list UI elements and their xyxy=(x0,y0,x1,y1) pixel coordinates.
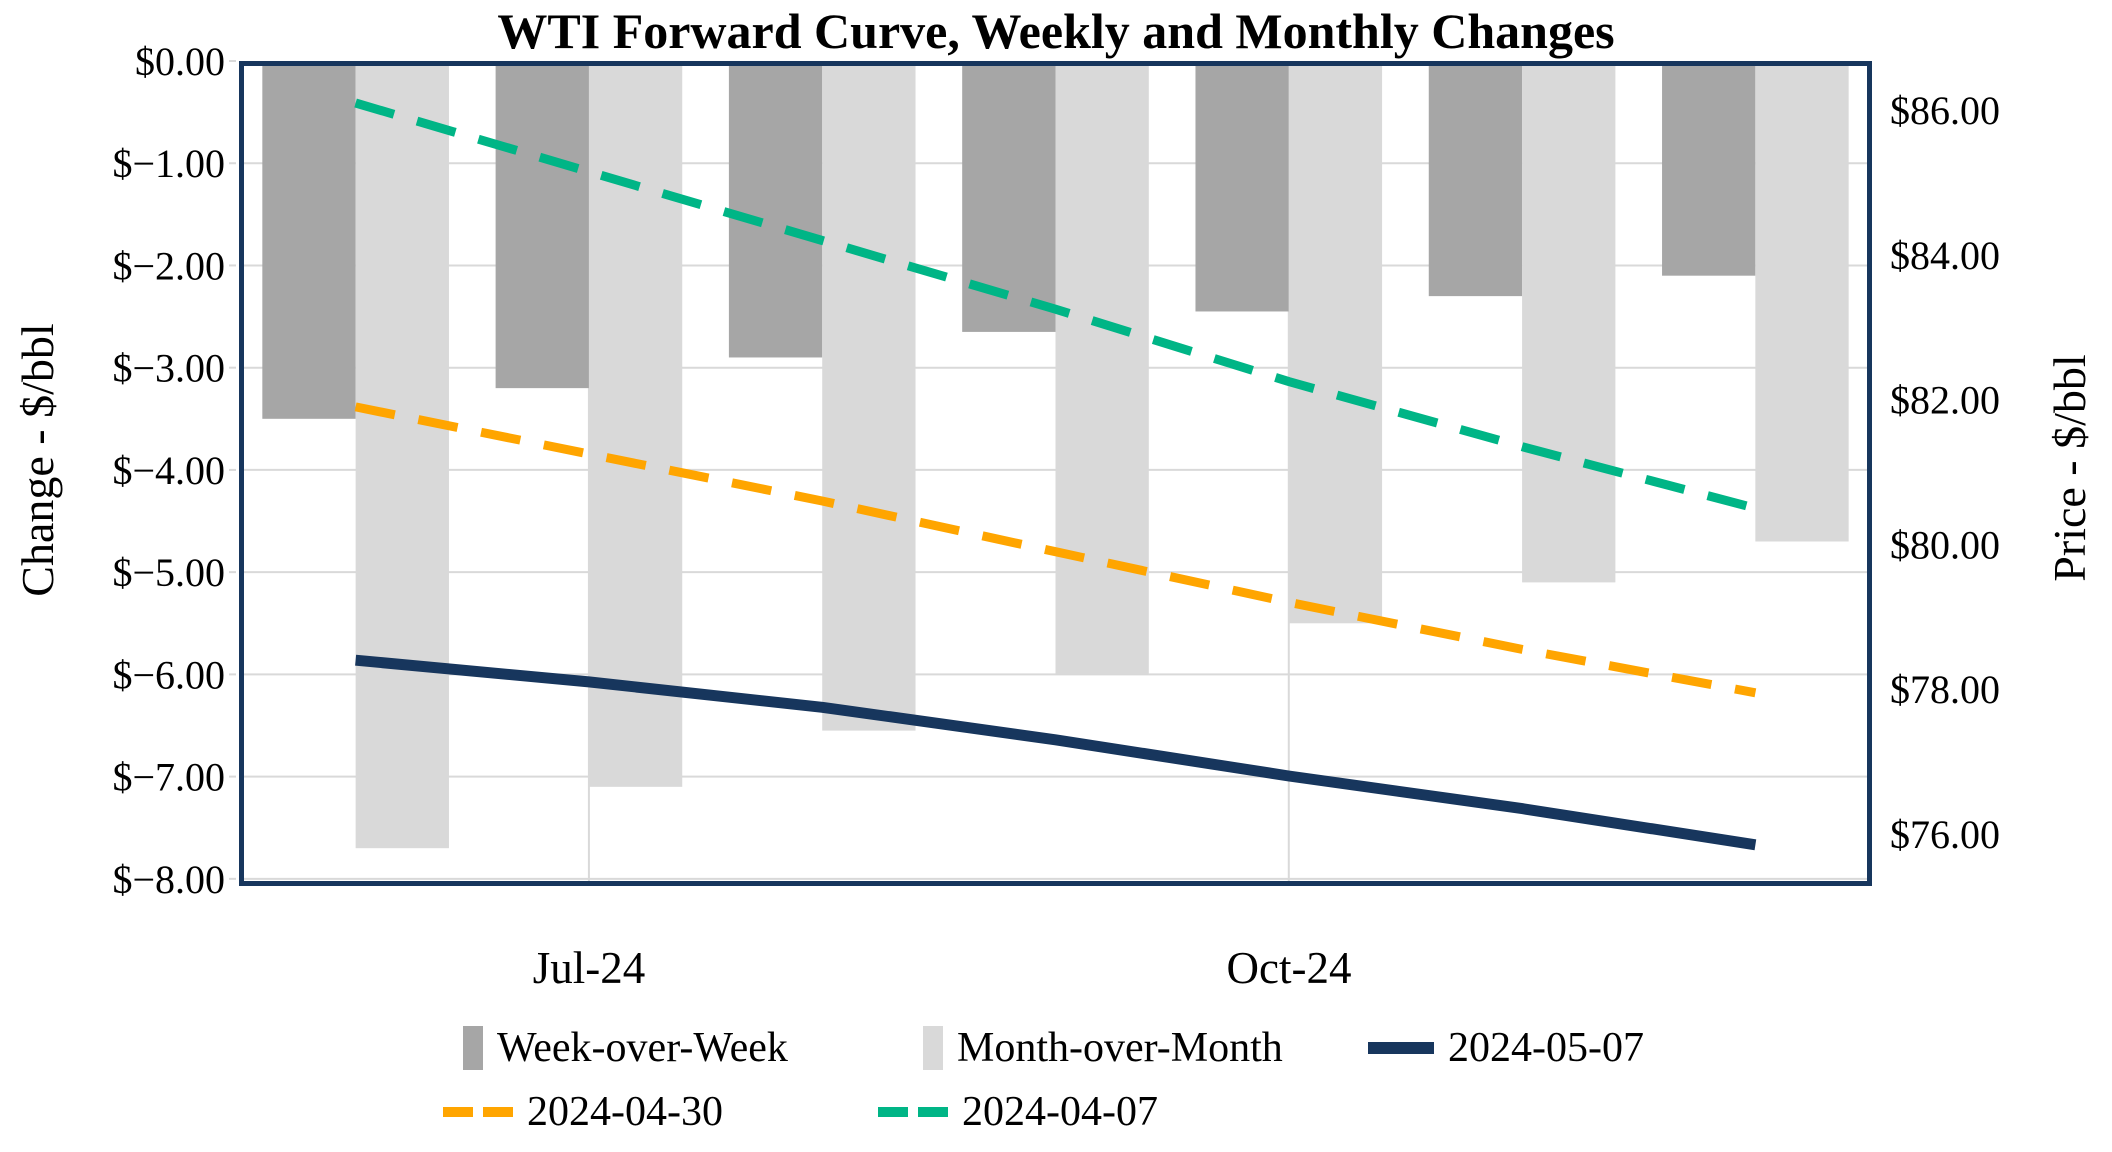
bar-month-over-month-oct-24 xyxy=(1288,61,1383,624)
bar-week-over-week-oct-24 xyxy=(1195,61,1289,312)
legend-item-month-over-month: Month-over-Month xyxy=(923,1022,1283,1074)
right-axis-tick-label: $84.00 xyxy=(1890,233,2000,278)
legend-label: 2024-04-07 xyxy=(962,1089,1158,1135)
left-axis-tick-label: $0.00 xyxy=(135,39,225,84)
left-axis-tick-label: $−2.00 xyxy=(112,243,225,288)
left-axis-tick-label: $−4.00 xyxy=(112,448,225,493)
left-axis-title: Change - $/bbl xyxy=(12,323,63,597)
bar-week-over-week-jun-24 xyxy=(262,61,356,419)
line-2024-04-30 xyxy=(354,402,1757,698)
bar-week-over-week-jul-24 xyxy=(495,61,589,389)
bar-week-over-week-dec-24 xyxy=(1662,61,1756,276)
right-axis-tick-label: $78.00 xyxy=(1890,667,2000,712)
legend-label: Week-over-Week xyxy=(497,1025,788,1071)
right-axis-title: Price - $/bbl xyxy=(2044,354,2095,582)
bar-month-over-month-aug-24 xyxy=(822,61,916,731)
right-axis-tick-label: $80.00 xyxy=(1890,522,2000,567)
legend-item-2024-04-07: 2024-04-07 xyxy=(878,1086,1158,1138)
line-2024-04-07 xyxy=(354,98,1757,513)
legend-line-swatch xyxy=(1368,1042,1434,1054)
line-2024-05-07 xyxy=(355,654,1757,851)
legend-dash-swatch xyxy=(878,1107,948,1117)
legend-label: Month-over-Month xyxy=(957,1025,1283,1071)
x-tick-label-oct24: Oct-24 xyxy=(1226,943,1352,993)
right-axis-tick-label: $86.00 xyxy=(1890,88,2000,133)
legend-item-2024-04-30: 2024-04-30 xyxy=(443,1086,723,1138)
legend-label: 2024-04-30 xyxy=(527,1089,723,1135)
legend-bar-swatch xyxy=(923,1026,943,1070)
left-axis-tick-label: $−1.00 xyxy=(112,141,225,186)
legend-item-week-over-week: Week-over-Week xyxy=(463,1022,788,1074)
left-axis-tick-label: $−6.00 xyxy=(112,652,225,697)
bar-month-over-month-dec-24 xyxy=(1755,61,1849,542)
plot-border xyxy=(239,61,1872,886)
bar-month-over-month-sep-24 xyxy=(1055,61,1149,675)
chart-title: WTI Forward Curve, Weekly and Monthly Ch… xyxy=(497,3,1615,59)
x-tick-label-jul24: Jul-24 xyxy=(532,943,646,993)
legend-bar-swatch xyxy=(463,1026,483,1070)
bar-month-over-month-jun-24 xyxy=(355,61,449,849)
bar-week-over-week-aug-24 xyxy=(728,61,823,358)
left-axis-tick-label: $−7.00 xyxy=(112,755,225,800)
legend-item-2024-05-07: 2024-05-07 xyxy=(1368,1022,1644,1074)
legend-dash-swatch xyxy=(443,1107,513,1117)
bar-week-over-week-nov-24 xyxy=(1428,61,1523,297)
right-axis-tick-label: $82.00 xyxy=(1890,378,2000,423)
right-axis-tick-label: $76.00 xyxy=(1890,812,2000,857)
bar-month-over-month-nov-24 xyxy=(1522,61,1616,583)
left-axis-tick-label: $−5.00 xyxy=(112,550,225,595)
legend-label: 2024-05-07 xyxy=(1448,1025,1644,1071)
left-axis-tick-label: $−3.00 xyxy=(112,346,225,391)
left-axis-tick-label: $−8.00 xyxy=(112,857,225,902)
